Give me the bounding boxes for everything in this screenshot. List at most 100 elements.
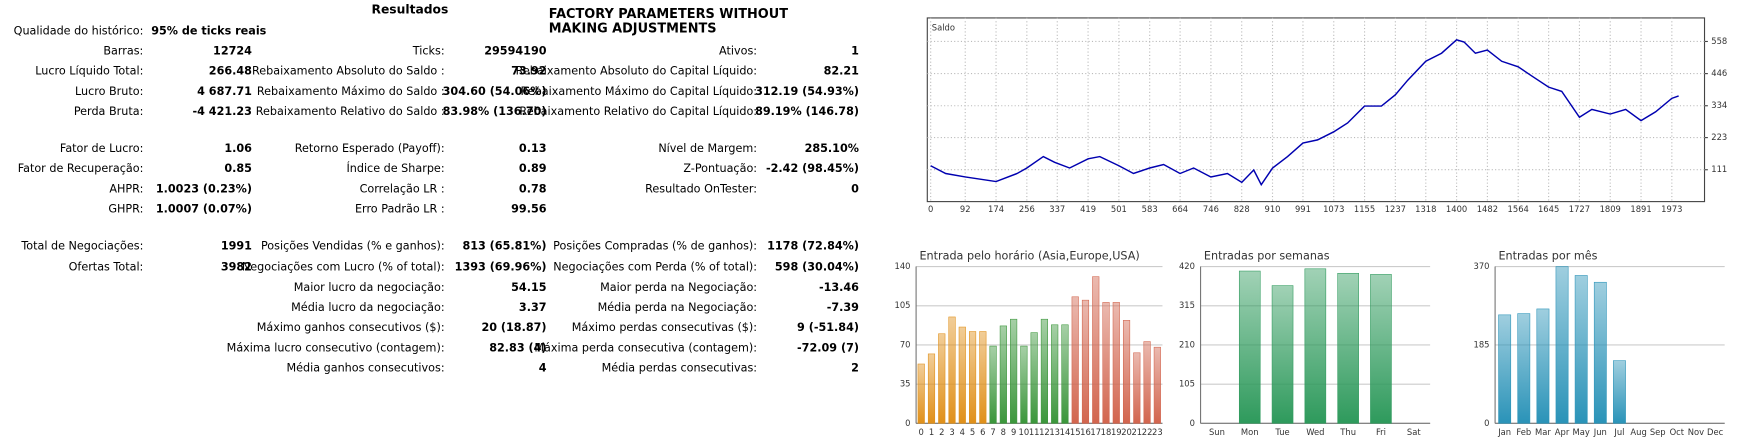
bar [1370,274,1392,424]
x-tick-label: 1155 [1354,204,1375,214]
bar [1071,296,1079,424]
stat-label: Nível de Margem: [658,142,757,155]
stat-label: Média ganhos consecutivos: [286,361,444,374]
report-subtitle-box: FACTORY PARAMETERS WITHOUT MAKING ADJUST… [549,7,788,36]
x-tick-label: 0 [928,204,933,214]
x-tick-label: 419 [1080,204,1096,214]
x-tick-label: Oct [1670,427,1685,437]
stat-label: Erro Padrão LR : [355,202,445,215]
x-tick-label: 583 [1142,204,1158,214]
x-tick-label: 20 [1121,427,1132,437]
stat-value: 1.0023 (0.23%) [156,182,252,195]
y-tick-label: 111 [1711,164,1727,174]
stat-value: 1178 (72.84%) [767,239,859,252]
x-tick-label: 1237 [1385,204,1406,214]
x-tick-label: Apr [1555,427,1570,437]
x-tick-label: 22 [1142,427,1153,437]
bar [979,331,987,424]
stat-value: 89.19% (146.78) [755,105,859,118]
x-tick-label: 501 [1111,204,1127,214]
x-tick-label: 1809 [1600,204,1621,214]
bar [1020,345,1028,424]
stat-label: Ativos: [719,45,757,58]
x-tick-label: 828 [1234,204,1250,214]
x-tick-label: 1073 [1323,204,1344,214]
bar [1238,270,1261,424]
x-tick-label: 92 [960,204,971,214]
bar [1122,320,1131,424]
stat-value: 0.89 [519,162,547,175]
stat-label: Negociações com Lucro (% of total): [242,261,445,274]
balance-line [930,38,1679,187]
x-tick-label: Aug [1630,427,1646,437]
stat-value: 0 [851,182,859,195]
stat-label: Média lucro da negociação: [291,301,444,314]
stat-label: Z-Pontuação: [683,162,757,175]
stat-label: Maior lucro da negociação: [294,281,445,294]
x-tick-label: Mon [1241,427,1259,437]
stat-value: -7.39 [827,301,859,314]
x-tick-label: 3 [949,427,954,437]
stat-label: Índice de Sharpe: [346,162,444,175]
stat-value: 4 687.71 [197,85,252,98]
x-tick-label: Jan [1497,427,1511,437]
stat-value: 73.92 [511,65,546,78]
bar [1102,302,1110,424]
x-tick-label: 2 [939,427,944,437]
stat-label: Total de Negociações: [20,239,143,252]
chart-title: Entradas por mês [1498,249,1597,262]
stat-value: 304.60 (54.06%) [443,85,547,98]
stat-label: Média perdas consecutivas: [602,361,758,374]
x-tick-label: Nov [1688,427,1704,437]
stat-value: 312.19 (54.93%) [755,85,859,98]
bar [989,345,997,424]
stat-value: 1991 [221,239,252,252]
bar [1061,324,1069,424]
x-tick-label: May [1573,427,1590,437]
x-tick-label: Sun [1209,427,1225,437]
stat-value: 4 [539,361,547,374]
stat-value: 0.85 [224,162,252,175]
x-tick-label: 6 [980,427,985,437]
x-tick-label: 8 [1001,427,1006,437]
x-tick-label: 1564 [1508,204,1529,214]
y-tick-label: 370 [1473,261,1489,271]
y-tick-label: 35 [900,379,911,389]
x-tick-label: 16 [1080,427,1091,437]
bar [1133,352,1141,424]
x-tick-label: Feb [1516,427,1531,437]
bar [1271,285,1294,424]
bar [948,316,956,424]
bar [1112,302,1120,424]
x-tick-label: 0 [919,427,924,437]
x-tick-label: Tue [1274,427,1289,437]
x-tick-label: 991 [1295,204,1311,214]
bar [1555,266,1569,424]
chart-title: Entrada pelo horário (Asia,Europe,USA) [919,249,1139,262]
y-tick-label: 0 [905,418,910,428]
y-tick-label: 334 [1711,100,1727,110]
stat-label: Lucro Líquido Total: [35,65,143,78]
plot-frame [926,17,1706,203]
stat-value: 598 (30.04%) [775,261,859,274]
quality-value: 95% de ticks reais [151,24,266,37]
x-tick-label: Wed [1306,427,1324,437]
stat-value: 1 [851,45,859,58]
bar [1010,318,1018,424]
stat-value: -13.46 [819,281,859,294]
x-tick-label: 1 [929,427,934,437]
stat-value: -2.42 (98.45%) [766,162,859,175]
x-tick-label: 256 [1019,204,1035,214]
bar [1517,313,1531,424]
x-tick-label: 14 [1060,427,1071,437]
x-tick-label: Fri [1376,427,1386,437]
stat-value: -4 421.23 [192,105,252,118]
y-tick-label: 105 [1179,379,1195,389]
y-tick-label: 223 [1711,132,1727,142]
x-tick-label: 17 [1090,427,1101,437]
x-tick-label: Jun [1593,427,1607,437]
y-tick-label: 446 [1711,68,1727,78]
stat-label: Rebaixamento Absoluto do Capital Líquido… [516,65,757,78]
bar [1051,324,1059,424]
x-tick-label: 5 [970,427,975,437]
